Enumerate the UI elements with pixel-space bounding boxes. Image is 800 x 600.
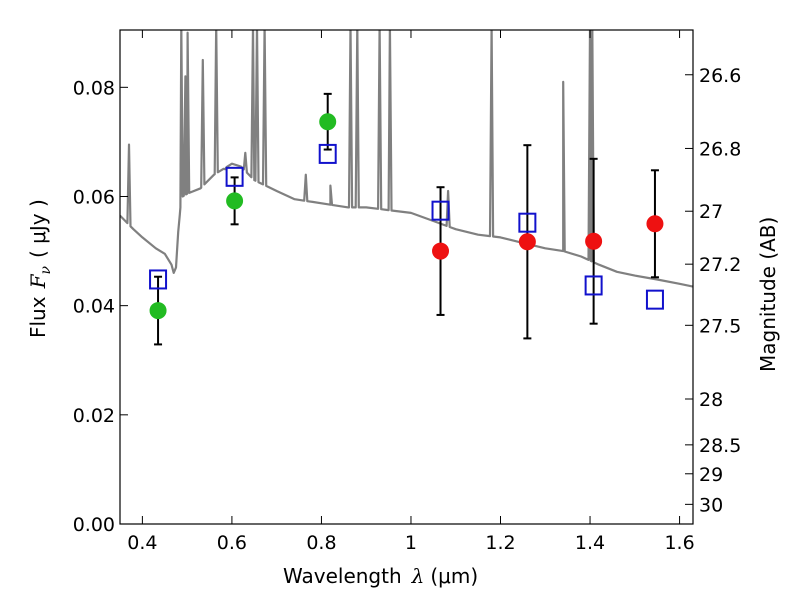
y-tick-label: 0.00 (73, 514, 115, 536)
x-axis-label: Wavelength λ (μm) (283, 564, 478, 588)
data-points (149, 92, 664, 346)
observed-flux-point (585, 232, 603, 250)
x-tick-label: 1.2 (485, 532, 515, 554)
observed-flux-point (432, 242, 450, 260)
observed-flux-point (226, 192, 244, 210)
x-tick-label: 0.4 (127, 532, 157, 554)
model-photometry-square (318, 143, 337, 164)
y-tick-label: 0.06 (73, 186, 115, 208)
model-photometry-square (149, 269, 168, 290)
y2-tick-label: 27 (699, 201, 723, 223)
plot-frame (119, 29, 694, 525)
model-photometry-square (518, 212, 537, 233)
x-tick-label: 1.6 (664, 532, 694, 554)
model-photometry-square (431, 200, 450, 221)
model-spectrum-line (120, 30, 693, 288)
y2-tick-label: 26.6 (699, 65, 741, 87)
y2-tick-label: 29 (699, 464, 723, 486)
y2-axis-label: Magnitude (AB) (756, 217, 780, 372)
observed-flux-point (149, 302, 167, 320)
y2-tick-label: 30 (699, 494, 723, 516)
y2-tick-label: 26.8 (699, 138, 741, 160)
x-tick-label: 1 (405, 532, 417, 554)
y2-tick-label: 28 (699, 389, 723, 411)
y2-tick-label: 27.5 (699, 315, 741, 337)
y2-tick-label: 28.5 (699, 435, 741, 457)
model-photometry-square (645, 289, 664, 310)
model-photometry-square (584, 275, 603, 296)
x-tick-label: 0.6 (217, 532, 247, 554)
observed-flux-point (518, 233, 536, 251)
observed-flux-point (319, 113, 337, 131)
y-tick-label: 0.04 (73, 296, 115, 318)
y-tick-label: 0.08 (73, 77, 115, 99)
x-tick-label: 1.4 (575, 532, 605, 554)
y2-tick-label: 27.2 (699, 254, 741, 276)
observed-flux-point (646, 215, 664, 233)
model-photometry-square (225, 166, 244, 187)
x-tick-label: 0.8 (306, 532, 336, 554)
axis-ticks: 0.4 0.6 0.8 1 1.2 1.4 1.6 0.00 0.02 0.04 0.06 0.08 2… (73, 30, 741, 554)
y-axis-label: FluxFν( μJy ) (26, 199, 54, 338)
model-spectrum (120, 30, 693, 288)
y-tick-label: 0.02 (73, 405, 115, 427)
